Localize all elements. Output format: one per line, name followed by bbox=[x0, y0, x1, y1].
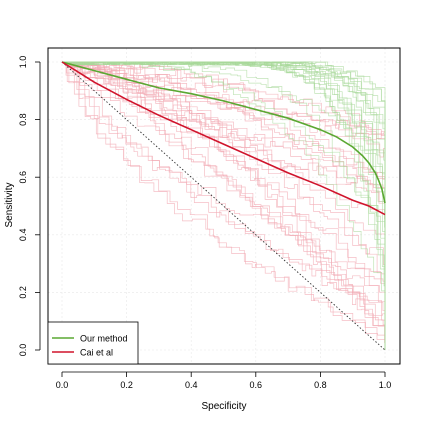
replicate-curve-cai bbox=[62, 61, 386, 350]
replicate-curve-cai bbox=[62, 61, 386, 350]
legend-box bbox=[47, 321, 139, 365]
legend: Our method Cai et al bbox=[47, 321, 139, 365]
replicate-curve-cai bbox=[62, 61, 386, 350]
replicate-curve-cai bbox=[62, 61, 386, 350]
legend-label-our-method: Our method bbox=[80, 334, 128, 344]
faint-curves-layer bbox=[62, 61, 386, 350]
y-tick-label: 0.2 bbox=[18, 286, 28, 299]
y-tick-label: 0.4 bbox=[18, 229, 28, 242]
replicate-curve-cai bbox=[62, 61, 386, 350]
x-tick-label: 0.0 bbox=[56, 380, 69, 390]
plot-frame bbox=[47, 47, 401, 365]
main-curves-layer bbox=[61, 61, 386, 351]
replicate-curve-ours bbox=[62, 61, 386, 350]
y-tick-label: 0.8 bbox=[18, 113, 28, 126]
replicate-curve-cai bbox=[62, 61, 386, 350]
replicate-curve-cai bbox=[62, 61, 386, 350]
replicate-curve-ours bbox=[62, 61, 386, 350]
replicate-curve-cai bbox=[62, 61, 386, 350]
replicate-curve-cai bbox=[62, 61, 386, 350]
y-tick-label: 0.0 bbox=[18, 344, 28, 357]
replicate-curve-cai bbox=[62, 61, 386, 350]
y-tick-label: 0.6 bbox=[18, 171, 28, 184]
x-tick-label: 0.8 bbox=[314, 380, 327, 390]
x-tick-label: 0.2 bbox=[120, 380, 133, 390]
series-line-cai-et-al bbox=[61, 61, 386, 216]
replicate-curve-ours bbox=[62, 61, 386, 350]
x-tick-label: 0.6 bbox=[250, 380, 263, 390]
replicate-curve-cai bbox=[62, 61, 386, 350]
legend-label-cai-et-al: Cai et al bbox=[80, 348, 113, 358]
series-line-our-method bbox=[61, 61, 386, 204]
replicate-curve-cai bbox=[62, 61, 386, 350]
x-tick-label: 0.4 bbox=[185, 380, 198, 390]
replicate-curve-cai bbox=[62, 61, 386, 350]
replicate-curve-cai bbox=[62, 61, 386, 350]
axis-layer: 0.0 0.2 0.4 0.6 0.8 1.0 0.0 0.2 0.4 0.6 0.8 1.0 bbox=[18, 56, 391, 390]
replicate-curve-ours bbox=[62, 61, 386, 350]
reference-diagonal bbox=[61, 61, 386, 351]
y-axis-label: Sensitivity bbox=[4, 182, 15, 227]
y-tick-label: 1.0 bbox=[18, 56, 28, 69]
x-axis-label: Specificity bbox=[201, 401, 246, 412]
replicate-curve-cai bbox=[62, 61, 386, 350]
x-tick-label: 1.0 bbox=[379, 380, 392, 390]
replicate-curve-ours bbox=[62, 61, 386, 350]
replicate-curve-cai bbox=[62, 61, 386, 350]
replicate-curve-cai bbox=[62, 61, 386, 350]
